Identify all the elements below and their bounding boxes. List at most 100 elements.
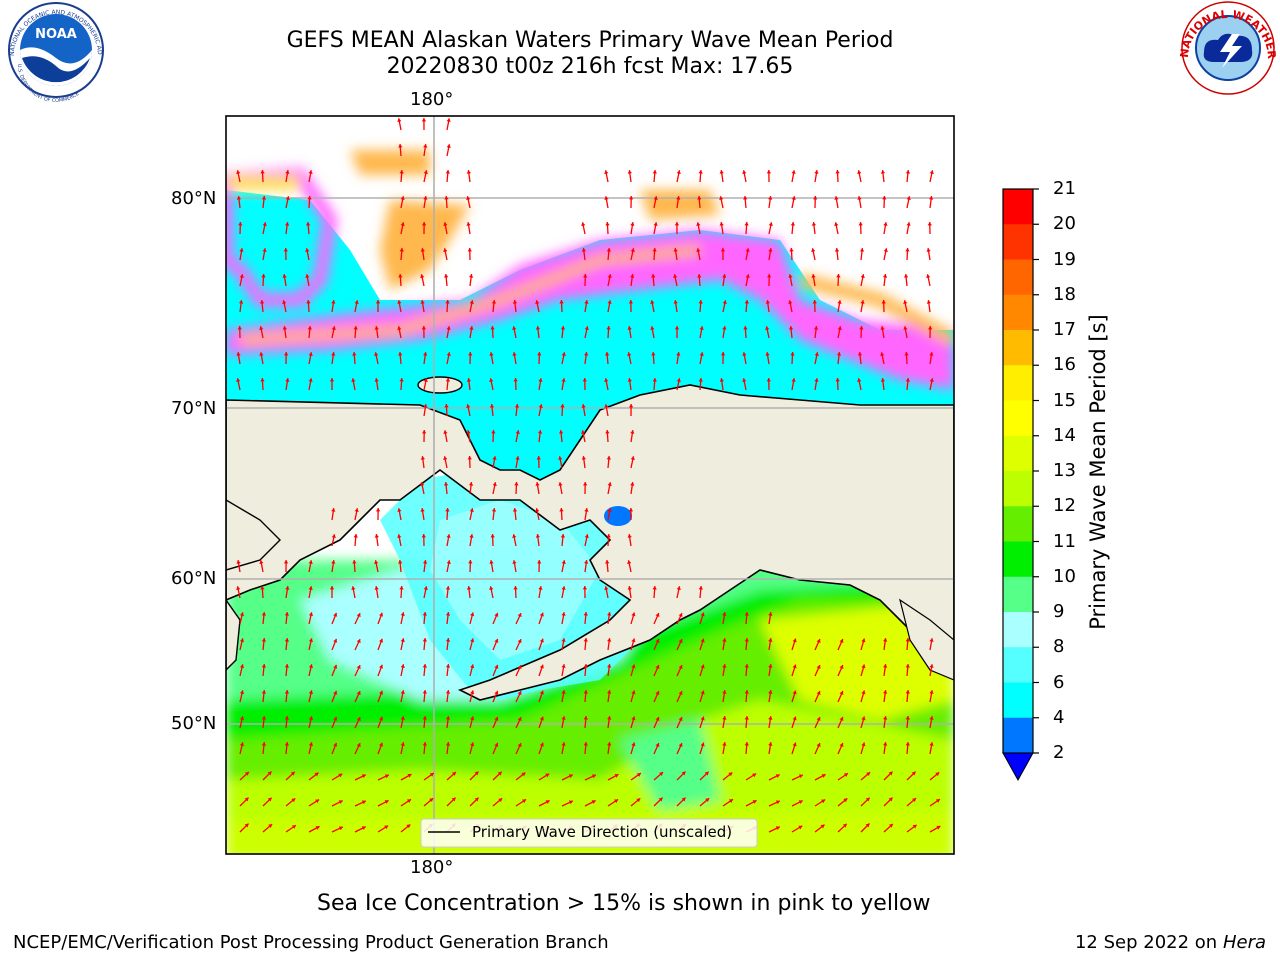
wave-arrow-head xyxy=(314,772,319,777)
wave-arrow-head xyxy=(905,378,910,382)
wave-arrow-head xyxy=(285,170,290,174)
wave-arrow-head xyxy=(861,638,866,643)
colorbar-tick-label: 11 xyxy=(1053,530,1076,552)
wave-arrow-head xyxy=(354,300,359,304)
wave-arrow-head xyxy=(379,742,384,747)
wave-arrow-head xyxy=(421,222,427,226)
wave-arrow-head xyxy=(607,742,612,746)
wave-arrow-head xyxy=(262,248,267,252)
wave-arrow-head xyxy=(261,638,267,642)
wave-arrow-head xyxy=(379,690,384,695)
wave-arrow-head xyxy=(466,404,471,409)
wave-arrow-head xyxy=(765,352,770,356)
wave-arrow-head xyxy=(470,716,475,721)
wave-arrow-head xyxy=(812,300,817,304)
wave-arrow-head xyxy=(267,797,272,802)
wave-arrow-head xyxy=(512,352,517,356)
wave-arrow-head xyxy=(911,771,916,776)
wave-arrow-head xyxy=(467,248,472,252)
wave-arrow-head xyxy=(929,638,934,642)
colorbar-segment xyxy=(1003,224,1033,260)
wave-arrow-head xyxy=(354,508,359,512)
wave-arrow-head xyxy=(282,300,287,305)
wave-arrow-head xyxy=(445,664,451,668)
footer-right: 12 Sep 2022 on Hera xyxy=(1075,932,1266,953)
wave-arrow-head xyxy=(768,742,773,746)
wave-arrow-head xyxy=(489,378,494,382)
wave-arrow-head xyxy=(857,378,862,382)
wave-arrow-head xyxy=(470,690,475,695)
wave-arrow-head xyxy=(743,196,748,200)
wave-arrow-head xyxy=(284,638,290,642)
wave-arrow-head xyxy=(631,638,636,643)
wave-arrow-head xyxy=(260,586,265,590)
wave-arrow-head xyxy=(857,352,863,356)
wave-arrow-head xyxy=(423,404,428,408)
wave-arrow-head xyxy=(308,586,313,590)
wave-arrow-head xyxy=(445,716,451,720)
wave-arrow-head xyxy=(400,716,405,720)
wave-arrow-head xyxy=(535,300,540,304)
wave-arrow-head xyxy=(745,274,750,278)
colorbar-tick-label: 10 xyxy=(1053,565,1076,587)
wave-arrow-head xyxy=(857,170,862,174)
wave-arrow-head xyxy=(535,326,541,330)
wave-arrow-head xyxy=(583,274,588,278)
wave-arrow-head xyxy=(591,800,596,804)
wave-arrow-head xyxy=(926,274,931,279)
wave-arrow-head xyxy=(906,222,911,226)
wave-arrow-head xyxy=(837,326,842,330)
wave-arrow-head xyxy=(560,326,566,330)
wave-arrow-head xyxy=(329,586,335,590)
wave-arrow-head xyxy=(561,352,566,356)
colorbar-segment xyxy=(1003,541,1033,578)
wave-arrow-head xyxy=(584,508,589,512)
wave-arrow-head xyxy=(489,586,494,590)
wave-arrow-head xyxy=(333,638,338,643)
wave-arrow-head xyxy=(239,742,245,747)
wave-arrow-head xyxy=(722,690,727,694)
wave-arrow-head xyxy=(444,196,449,200)
wave-arrow-head xyxy=(307,196,312,200)
wave-arrow-head xyxy=(397,300,402,304)
wave-arrow-head xyxy=(630,430,635,434)
wave-arrow-head xyxy=(560,404,565,408)
wave-arrow-head xyxy=(652,248,657,252)
wave-arrow-head xyxy=(582,378,587,382)
wave-arrow-head xyxy=(237,326,242,330)
wave-arrow-head xyxy=(513,378,518,382)
wave-arrow-head xyxy=(331,326,336,331)
wave-arrow-head xyxy=(606,456,611,460)
wave-arrow-head xyxy=(883,248,888,253)
wave-arrow-head xyxy=(420,482,425,487)
wave-arrow-head xyxy=(676,196,681,200)
wave-arrow-head xyxy=(814,352,819,357)
wave-arrow-head xyxy=(836,352,842,356)
wave-arrow-head xyxy=(581,456,586,460)
wave-arrow-head xyxy=(539,612,544,617)
wave-arrow-head xyxy=(728,772,733,777)
wave-arrow-head xyxy=(468,482,474,486)
wave-arrow-head xyxy=(261,664,267,668)
wave-arrow-head xyxy=(742,352,747,356)
wave-arrow-head xyxy=(630,482,635,486)
wave-arrow-head xyxy=(792,664,797,669)
colorbar-tick-label: 17 xyxy=(1053,319,1076,340)
colorbar-segment xyxy=(1003,471,1033,507)
wave-arrow-head xyxy=(926,300,931,304)
wave-arrow-head xyxy=(308,612,314,617)
wave-arrow-head xyxy=(560,534,565,538)
wave-arrow-head xyxy=(375,300,381,304)
wave-arrow-head xyxy=(244,823,249,828)
wave-arrow-head xyxy=(384,774,389,779)
wave-arrow-head xyxy=(792,742,797,747)
colorbar-tick-label: 4 xyxy=(1053,706,1065,728)
wave-arrow-head xyxy=(489,404,495,408)
wave-arrow-head xyxy=(652,378,657,382)
wave-arrow-head xyxy=(331,352,336,356)
wave-arrow-head xyxy=(659,772,664,776)
wave-arrow-head xyxy=(607,664,612,668)
wave-arrow-head xyxy=(399,248,404,252)
wave-arrow-head xyxy=(606,534,611,538)
wave-arrow-head xyxy=(536,456,541,460)
